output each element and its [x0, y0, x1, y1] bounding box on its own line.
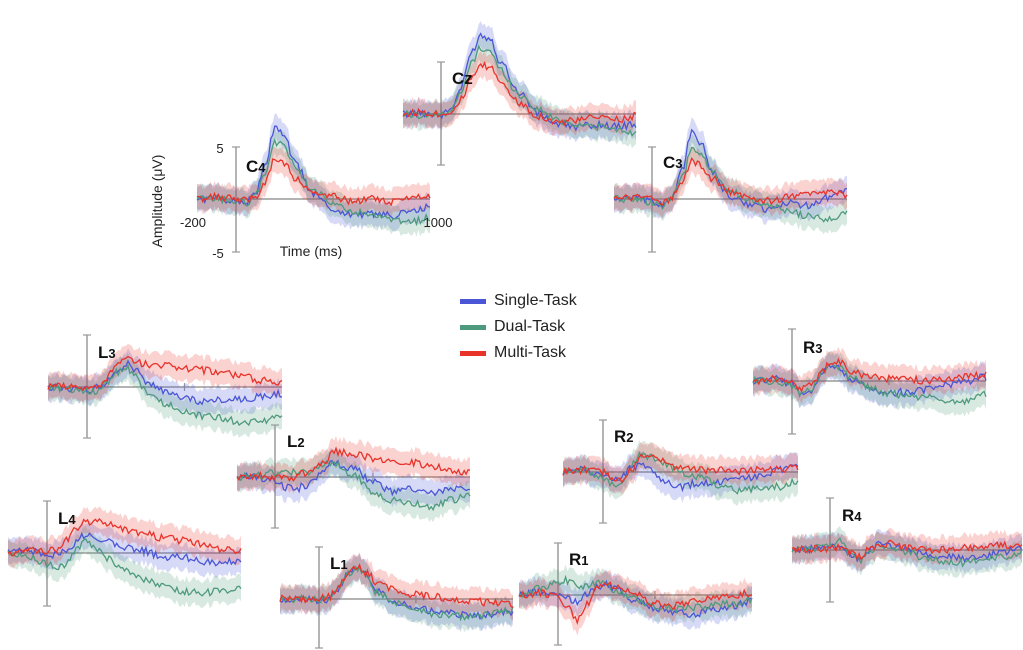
y-tick-label-bottom: -5: [212, 246, 224, 261]
line-l3-multi-task: [47, 355, 283, 392]
line-cz-dual-task: [402, 44, 637, 137]
band-c4-single-task: [197, 113, 430, 232]
band-r3-multi-task: [753, 346, 986, 404]
line-l4-single-task: [7, 531, 242, 567]
channel-label-c4: C4: [246, 157, 266, 176]
legend-label-multi-task: Multi-Task: [494, 344, 567, 361]
line-c4-dual-task: [196, 137, 431, 227]
legend: Single-Task Dual-Task Multi-Task: [460, 288, 577, 366]
band-l3-single-task: [48, 348, 282, 417]
band-r3-single-task: [753, 352, 986, 409]
band-c4-multi-task: [197, 146, 430, 218]
channel-label-c3: C3: [663, 153, 683, 172]
line-l1-multi-task: [279, 563, 514, 609]
band-l2-single-task: [237, 448, 470, 508]
line-r1-dual-task: [518, 574, 753, 614]
line-l2-multi-task: [236, 446, 471, 482]
legend-item-multi-task: Multi-Task: [460, 340, 577, 366]
panel-r3: R3: [752, 328, 987, 435]
line-r4-dual-task: [791, 536, 1023, 568]
band-c4-dual-task: [197, 127, 430, 237]
line-c3-multi-task: [613, 157, 848, 206]
band-l3-multi-task: [48, 344, 282, 403]
line-r2-multi-task: [562, 453, 799, 484]
band-l4-dual-task: [8, 526, 241, 609]
legend-swatch-single-task: [460, 298, 486, 304]
x-tick-label-end: 1000: [424, 215, 453, 230]
panel-r4: R4: [791, 497, 1023, 603]
band-r1-single-task: [519, 568, 752, 630]
panel-cz: Cz: [402, 21, 637, 166]
band-l1-multi-task: [280, 552, 513, 621]
band-cz-dual-task: [403, 33, 636, 149]
x-tick-label-start: -200: [180, 215, 206, 230]
channel-label-r4: R4: [842, 506, 862, 525]
panel-l3: L3: [47, 334, 283, 439]
channel-label-r1: R1: [569, 550, 589, 569]
channel-label-l4: L4: [58, 509, 76, 528]
panel-l2: L2: [236, 424, 471, 529]
x-axis-label: Time (ms): [280, 243, 342, 259]
legend-label-dual-task: Dual-Task: [494, 318, 566, 335]
panel-r1: R1: [518, 542, 753, 646]
line-c3-single-task: [613, 128, 848, 214]
channel-label-l2: L2: [287, 432, 305, 451]
band-r3-dual-task: [753, 351, 986, 417]
line-r3-dual-task: [752, 363, 987, 406]
line-l4-multi-task: [7, 518, 242, 557]
line-cz-single-task: [402, 32, 637, 132]
band-l4-multi-task: [8, 506, 241, 569]
line-cz-multi-task: [402, 60, 637, 127]
line-l3-dual-task: [47, 363, 283, 427]
legend-label-single-task: Single-Task: [494, 292, 577, 309]
channel-label-cz: Cz: [452, 69, 473, 88]
y-axis-label: Amplitude (μV): [149, 155, 165, 248]
band-cz-multi-task: [403, 50, 636, 138]
panel-r2: R2: [562, 419, 799, 524]
line-c4-multi-task: [196, 158, 431, 207]
band-cz-single-task: [403, 21, 636, 143]
line-l3-single-task: [47, 359, 283, 406]
legend-swatch-dual-task: [460, 324, 486, 330]
line-r3-multi-task: [752, 357, 987, 393]
channel-label-l3: L3: [98, 343, 116, 362]
channel-label-l1: L1: [330, 554, 348, 573]
channel-label-r2: R2: [614, 427, 634, 446]
line-r1-multi-task: [518, 581, 753, 626]
legend-item-dual-task: Dual-Task: [460, 314, 577, 340]
panel-l4: L4: [7, 500, 242, 609]
y-tick-label-top: 5: [216, 141, 223, 156]
line-r4-multi-task: [791, 539, 1023, 562]
line-c3-dual-task: [613, 147, 848, 223]
legend-item-single-task: Single-Task: [460, 288, 577, 314]
panel-c3: C3: [613, 117, 848, 253]
panel-c4: C4 5 -5 -200 1000 Time (ms) Amplitude (μV): [149, 113, 453, 261]
band-r1-multi-task: [519, 569, 752, 636]
panel-l1: L1: [279, 546, 514, 649]
band-l3-dual-task: [48, 353, 282, 438]
line-l4-dual-task: [7, 538, 242, 597]
line-r2-dual-task: [562, 451, 799, 495]
line-l2-single-task: [236, 459, 470, 497]
legend-swatch-multi-task: [460, 350, 486, 356]
channel-label-r3: R3: [803, 338, 823, 357]
